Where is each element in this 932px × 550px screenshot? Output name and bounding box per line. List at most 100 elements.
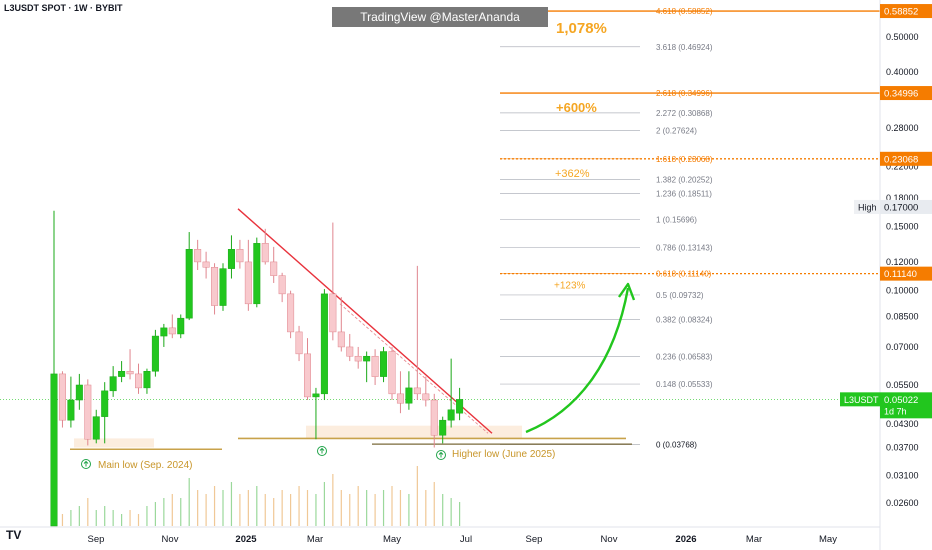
- candle-body[interactable]: [304, 353, 311, 398]
- candle-body[interactable]: [50, 373, 58, 527]
- y-tick-label: 0.22000: [886, 161, 919, 171]
- x-tick-label: Mar: [307, 534, 323, 545]
- candle-body[interactable]: [413, 387, 421, 395]
- x-tick-label: Nov: [601, 534, 618, 545]
- x-tick-label: Nov: [162, 534, 179, 545]
- fib-level-label: 1.236 (0.18511): [656, 190, 712, 199]
- candle-body[interactable]: [177, 317, 185, 335]
- volume-bar: [230, 482, 233, 526]
- candle-body[interactable]: [261, 243, 269, 263]
- x-tick-label: May: [383, 534, 401, 545]
- candle-body[interactable]: [219, 268, 227, 306]
- volume-bar: [357, 486, 359, 526]
- y-tick-label: 0.15000: [886, 222, 919, 232]
- y-tick-label: 0.50000: [886, 32, 919, 42]
- candle-body[interactable]: [354, 355, 362, 362]
- candle-body[interactable]: [439, 419, 447, 436]
- candle-body[interactable]: [320, 293, 328, 395]
- candle-body[interactable]: [168, 327, 176, 335]
- candle-body[interactable]: [185, 249, 193, 319]
- y-tick-label: 0.03100: [886, 470, 919, 480]
- candle-body[interactable]: [329, 293, 337, 333]
- candle-body[interactable]: [58, 373, 66, 421]
- volume-bar: [433, 482, 435, 526]
- annotation-main-low: Main low (Sep. 2024): [98, 460, 193, 471]
- candle-body[interactable]: [430, 399, 438, 436]
- high-label: High: [858, 202, 877, 212]
- candle-body[interactable]: [295, 331, 303, 355]
- volume-bar: [382, 490, 385, 526]
- candle-body[interactable]: [278, 275, 286, 295]
- candle-body[interactable]: [227, 249, 235, 269]
- volume-bar: [247, 490, 249, 526]
- candle-body[interactable]: [67, 399, 75, 421]
- target-gain-label: +123%: [554, 281, 586, 292]
- current-price-label: 0.05022: [884, 395, 918, 406]
- candle-body[interactable]: [202, 261, 210, 268]
- candle-body[interactable]: [405, 387, 413, 404]
- target-price-tag-label: 0.23068: [884, 154, 918, 165]
- candle-body[interactable]: [287, 293, 295, 333]
- volume-bar: [332, 474, 334, 526]
- volume-bar: [154, 502, 156, 526]
- candle-body[interactable]: [118, 371, 126, 377]
- y-tick-label: 0.28000: [886, 123, 919, 133]
- volume-bar: [188, 478, 190, 526]
- volume-bar: [399, 490, 402, 526]
- candle-body[interactable]: [253, 243, 261, 305]
- up-marker-arrow: [319, 447, 325, 454]
- candle-body[interactable]: [236, 249, 244, 263]
- candle-body[interactable]: [371, 355, 379, 377]
- y-tick-label: 0.04300: [886, 419, 919, 429]
- candle-body[interactable]: [337, 331, 345, 348]
- candle-body[interactable]: [160, 327, 168, 337]
- fib-level-label: 1 (0.15696): [656, 216, 697, 225]
- candle-body[interactable]: [92, 416, 100, 440]
- symbol-tag-label: L3USDT: [844, 395, 879, 405]
- volume-bar: [290, 494, 292, 526]
- projection-arrowhead: [618, 282, 636, 301]
- volume-bar: [340, 490, 342, 526]
- fib-level-label: 0.236 (0.06583): [656, 353, 713, 362]
- candle-body[interactable]: [363, 355, 371, 362]
- volume-bar: [137, 514, 140, 526]
- support-zone-main-low: [74, 438, 154, 448]
- candle-body[interactable]: [126, 371, 134, 375]
- candle-body[interactable]: [135, 373, 142, 389]
- candle-body[interactable]: [270, 261, 278, 276]
- candle-body[interactable]: [84, 384, 92, 440]
- candle-body[interactable]: [456, 399, 464, 414]
- candle-body[interactable]: [312, 393, 320, 398]
- candle-body[interactable]: [447, 409, 455, 421]
- fib-level-label: 2.272 (0.30868): [656, 109, 713, 118]
- volume-bar: [298, 486, 300, 526]
- trendline-parallel: [339, 303, 489, 434]
- x-tick-label: Sep: [526, 534, 543, 545]
- candle-body[interactable]: [194, 249, 202, 263]
- volume-bar: [180, 498, 182, 526]
- volume-bar: [323, 482, 325, 526]
- candle-body[interactable]: [380, 351, 388, 377]
- candle-body[interactable]: [211, 267, 219, 306]
- candle-body[interactable]: [422, 393, 430, 401]
- volume-bar: [315, 494, 317, 526]
- candle-body[interactable]: [244, 261, 252, 305]
- candle-body[interactable]: [151, 335, 159, 372]
- candle-body[interactable]: [143, 371, 151, 389]
- candle-body[interactable]: [75, 384, 83, 401]
- volume-bar: [281, 490, 283, 526]
- candle-body[interactable]: [388, 351, 396, 395]
- candle-body[interactable]: [396, 393, 404, 404]
- volume-bar: [95, 510, 97, 526]
- volume-bar: [78, 506, 80, 526]
- volume-bar: [459, 502, 461, 526]
- volume-bar: [222, 490, 224, 526]
- volume-bar: [87, 498, 89, 526]
- volume-bar: [197, 490, 199, 526]
- x-tick-label: Jul: [460, 534, 472, 545]
- candle-body[interactable]: [101, 390, 109, 417]
- candle-body[interactable]: [109, 376, 117, 392]
- candle-body[interactable]: [346, 346, 354, 357]
- up-marker-arrow: [83, 460, 89, 467]
